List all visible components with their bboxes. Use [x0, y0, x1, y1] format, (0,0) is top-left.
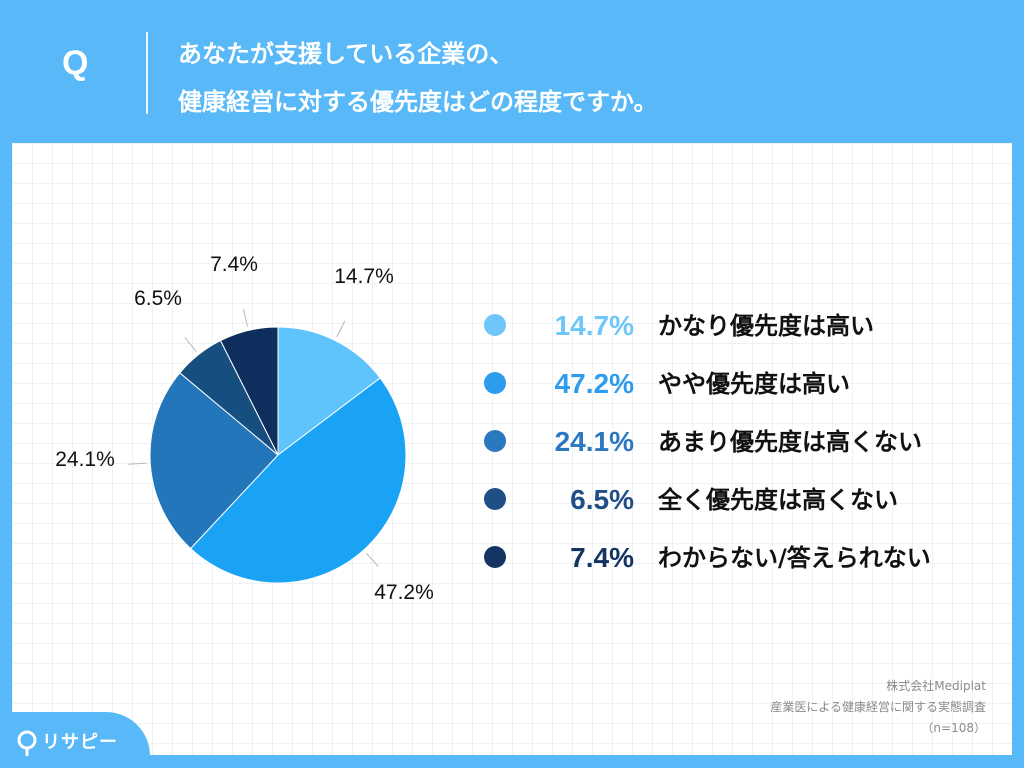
source-company: 株式会社Mediplat — [886, 679, 986, 693]
slice-label: 7.4% — [210, 253, 258, 276]
pie-slice — [189, 377, 407, 584]
source-survey: 産業医による健康経営に関する実態調査 — [770, 700, 986, 714]
pin-icon — [17, 730, 37, 756]
legend-percent: 24.1% — [554, 426, 634, 457]
legend-percent: 14.7% — [554, 310, 634, 341]
source-note: 株式会社Mediplat 産業医による健康経営に関する実態調査 （n=108） — [770, 676, 986, 739]
pie-slice — [149, 372, 279, 550]
chart-card: 14.7% 47.2% 24.1% 6.5% 7.4% 14.7% かなり優先度は高い … — [12, 143, 1012, 755]
pie-chart: 14.7% 47.2% 24.1% 6.5% 7.4% — [55, 253, 434, 604]
leader-line — [128, 462, 147, 465]
leader-line — [242, 308, 249, 327]
brand-logo: リサピー — [0, 712, 150, 768]
question-mark: Q — [62, 44, 89, 82]
header-divider — [146, 32, 148, 114]
slice-label: 47.2% — [374, 581, 434, 604]
source-sample-size: （n=108） — [921, 721, 986, 735]
leader-line — [184, 337, 197, 352]
legend-percent: 6.5% — [570, 484, 634, 515]
legend-dot — [484, 430, 506, 452]
slice-label: 24.1% — [55, 448, 115, 471]
slice-label: 6.5% — [134, 287, 182, 310]
legend-label: かなり優先度は高い — [658, 312, 874, 340]
legend-dot — [484, 314, 506, 336]
legend-percent: 47.2% — [554, 368, 634, 399]
question-text: あなたが支援している企業の、 健康経営に対する優先度はどの程度ですか。 — [178, 30, 658, 126]
leader-line — [365, 552, 379, 567]
slice-label: 14.7% — [334, 265, 394, 288]
pie-slice — [219, 326, 279, 456]
legend-label: 全く優先度は高くない — [658, 486, 898, 514]
brand-name: リサピー — [42, 732, 118, 753]
legend-dot — [484, 488, 506, 510]
legend-dot — [484, 546, 506, 568]
legend-label: わからない/答えられない — [658, 544, 931, 572]
pie-slice — [277, 326, 381, 457]
question-line-1: あなたが支援している企業の、 — [178, 40, 514, 68]
leader-line — [336, 320, 346, 338]
legend-percent: 7.4% — [570, 542, 634, 573]
question-line-2: 健康経営に対する優先度はどの程度ですか。 — [178, 88, 658, 116]
header-banner: Q あなたが支援している企業の、 健康経営に対する優先度はどの程度ですか。 — [0, 0, 1024, 140]
legend-label: やや優先度は高い — [658, 370, 850, 398]
legend-label: あまり優先度は高くない — [658, 428, 922, 456]
legend-dot — [484, 372, 506, 394]
